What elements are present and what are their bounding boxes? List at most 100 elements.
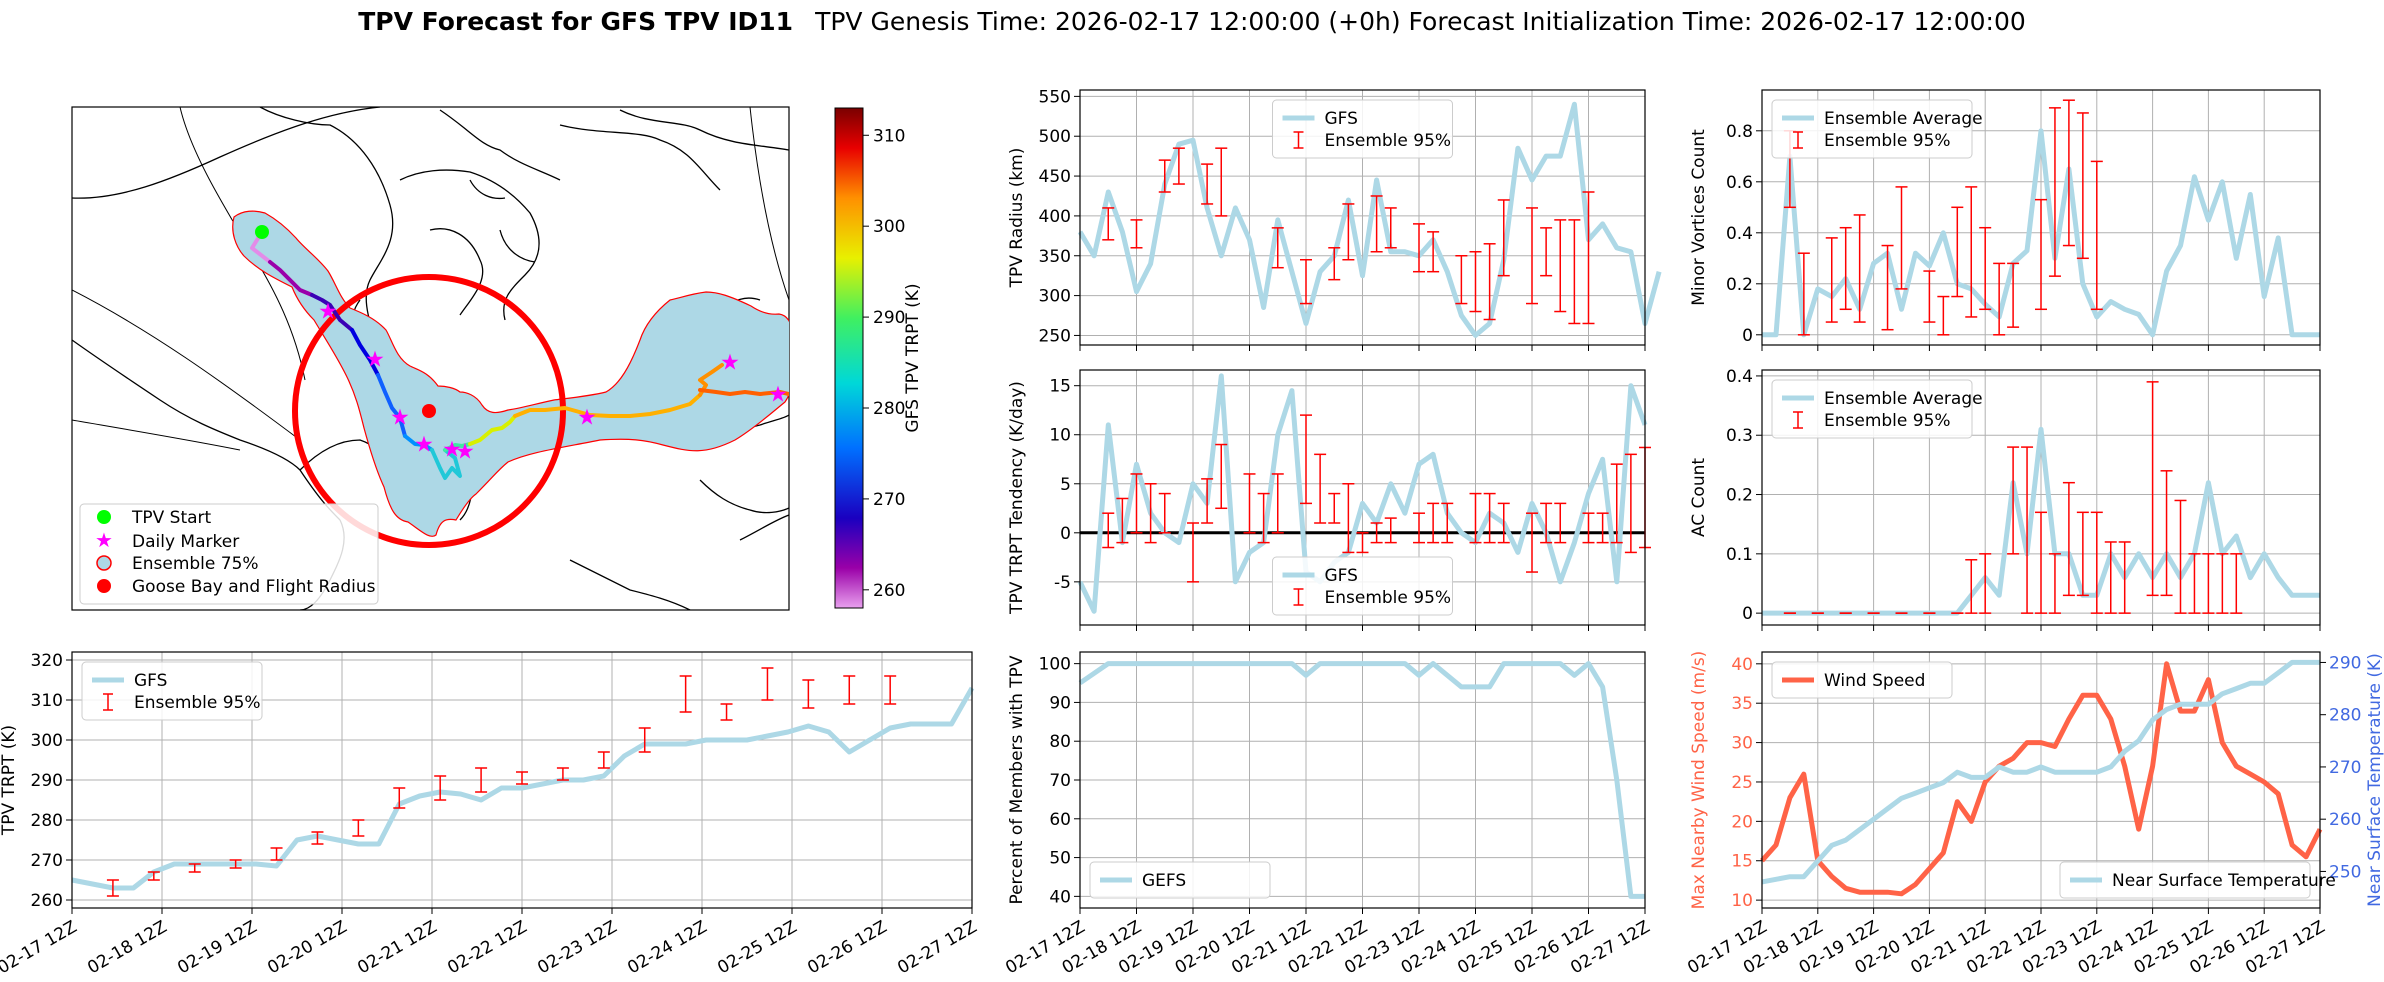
- daily-marker: ★: [768, 383, 788, 408]
- chart-minor: 0 0.2 0.4 0.6 0.8 Minor Vortices Count Ensembl…: [1689, 89, 2321, 351]
- y-axis-label: AC Count: [1689, 458, 1709, 537]
- error-bar: [843, 675, 856, 705]
- error-bar: [1130, 219, 1143, 249]
- error-bar: [556, 767, 569, 781]
- y-axis-label: Percent of Members with TPV: [1007, 655, 1027, 904]
- error-bar: [2021, 446, 2034, 614]
- error-bar: [720, 703, 733, 721]
- error-bar: [2174, 499, 2187, 614]
- y-tick-label: 0.1: [1726, 545, 1753, 565]
- error-bar: [2230, 553, 2243, 614]
- error-bar: [1201, 478, 1214, 524]
- y-tick-label: 90: [1049, 693, 1071, 713]
- x-tick-label: 02-24 12Z: [624, 917, 710, 978]
- series-line-ensemble-average: [1762, 128, 2320, 338]
- y-tick-label: 30: [1731, 734, 1753, 754]
- error-bar: [1102, 207, 1115, 241]
- y-right-axis-label: Near Surface Temperature (K): [2365, 653, 2384, 907]
- legend-label: Ensemble 95%: [1824, 411, 1951, 431]
- figure-title: TPV Forecast for GFS TPV ID11 TPV Genesis…: [358, 7, 2026, 36]
- legend-label: Ensemble Average: [1824, 109, 1983, 129]
- error-bar: [2188, 553, 2201, 614]
- error-bar: [1215, 443, 1228, 510]
- y-tick-label: 250: [1039, 326, 1071, 346]
- error-bar: [2007, 262, 2020, 328]
- error-bar: [1413, 512, 1425, 544]
- error-bar: [1300, 414, 1312, 505]
- chart-legend-box: [1771, 99, 1973, 159]
- daily-marker: ★: [318, 300, 338, 325]
- figure-title-rest: TPV Genesis Time: 2026-02-17 12:00:00 (+…: [814, 7, 2026, 36]
- y-tick-label: 35: [1731, 694, 1753, 714]
- colorbar: [834, 107, 864, 609]
- chart-legend-box: [1272, 556, 1453, 616]
- y-tick-label: 0.4: [1726, 224, 1753, 244]
- x-tick-label: 02-17 12Z: [0, 917, 81, 978]
- error-bar: [1427, 502, 1440, 544]
- error-bar: [1257, 492, 1270, 544]
- error-bar: [1582, 512, 1595, 544]
- error-bar: [1427, 231, 1440, 273]
- colorbar-label: GFS TPV TRPT (K): [903, 283, 923, 432]
- y-tick-label: 270: [31, 851, 63, 871]
- error-bar: [1158, 159, 1171, 193]
- y-tick-label: 10: [1731, 891, 1753, 911]
- error-bar: [1526, 207, 1538, 305]
- chart-legend-box: [1771, 661, 1953, 699]
- daily-marker: ★: [455, 440, 475, 465]
- error-bar: [1853, 214, 1866, 323]
- y-tick-label: 0.8: [1726, 122, 1753, 142]
- chart-legend: GEFS: [1089, 861, 1271, 899]
- chart-ac: 0 0.1 0.2 0.3 0.4 AC Count Ensemble AverageEns…: [1689, 367, 2321, 631]
- error-bar: [1356, 532, 1369, 554]
- y-axis-label: TPV Radius (km): [1007, 148, 1027, 289]
- daily-marker: ★: [414, 433, 434, 458]
- error-bar: [884, 675, 897, 705]
- y-tick-label: 280: [31, 811, 63, 831]
- error-bar: [188, 863, 201, 873]
- series-line-gfs: [1077, 373, 1648, 614]
- error-bar: [1568, 219, 1581, 325]
- error-bar: [1610, 463, 1623, 544]
- error-bar: [1328, 247, 1341, 281]
- error-bar: [1116, 497, 1129, 544]
- y-right-tick-label: 280: [2329, 706, 2361, 726]
- chart-percent: 40 50 60 70 80 90 100 Percent of Members with T…: [1002, 651, 1654, 978]
- goose-bay-marker: [422, 404, 436, 418]
- y-tick-label: 300: [1039, 287, 1071, 307]
- y-right-tick-label: 290: [2329, 653, 2361, 673]
- y-tick-label: 550: [1039, 87, 1071, 107]
- error-bar: [434, 775, 447, 801]
- series-line-wind-speed: [1760, 661, 2323, 897]
- x-tick-label: 02-21 12Z: [354, 917, 440, 978]
- daily-markers: ★ ★ ★ ★ ★ ★ ★ ★ ★: [318, 300, 788, 465]
- error-bar: [1979, 553, 1992, 614]
- error-bar: [1215, 147, 1228, 217]
- y-tick-label: 80: [1049, 732, 1071, 752]
- y-tick-label: 10: [1049, 426, 1071, 446]
- y-axis-label: TPV TRPT Tendency (K/day): [1007, 381, 1027, 615]
- chart-legend-box: [1771, 379, 1973, 439]
- error-bar: [2048, 107, 2061, 277]
- error-bar: [1144, 483, 1157, 544]
- x-tick-label: 02-26 12Z: [804, 917, 890, 978]
- y-tick-label: 25: [1731, 773, 1753, 793]
- error-bar: [1965, 559, 1978, 614]
- error-bar: [1413, 223, 1425, 273]
- map-legend-box: [79, 503, 379, 605]
- error-bar: [2090, 160, 2103, 311]
- y-axis-label: Max Nearby Wind Speed (m/s): [1689, 651, 1709, 910]
- chart-legend: Wind Speed: [1771, 661, 1953, 699]
- y-right-tick-label: 260: [2329, 810, 2361, 830]
- y-tick-label: 0.3: [1726, 426, 1753, 446]
- error-bar: [1300, 258, 1312, 305]
- error-bar: [475, 767, 488, 793]
- y-tick-label: 0: [1742, 326, 1753, 346]
- y-axis-label: TPV TRPT (K): [0, 725, 19, 836]
- x-tick-label: 02-25 12Z: [714, 917, 800, 978]
- legend-label: Near Surface Temperature: [2112, 871, 2336, 891]
- legend-label: Ensemble 95%: [1325, 588, 1452, 608]
- error-bar: [1370, 522, 1383, 544]
